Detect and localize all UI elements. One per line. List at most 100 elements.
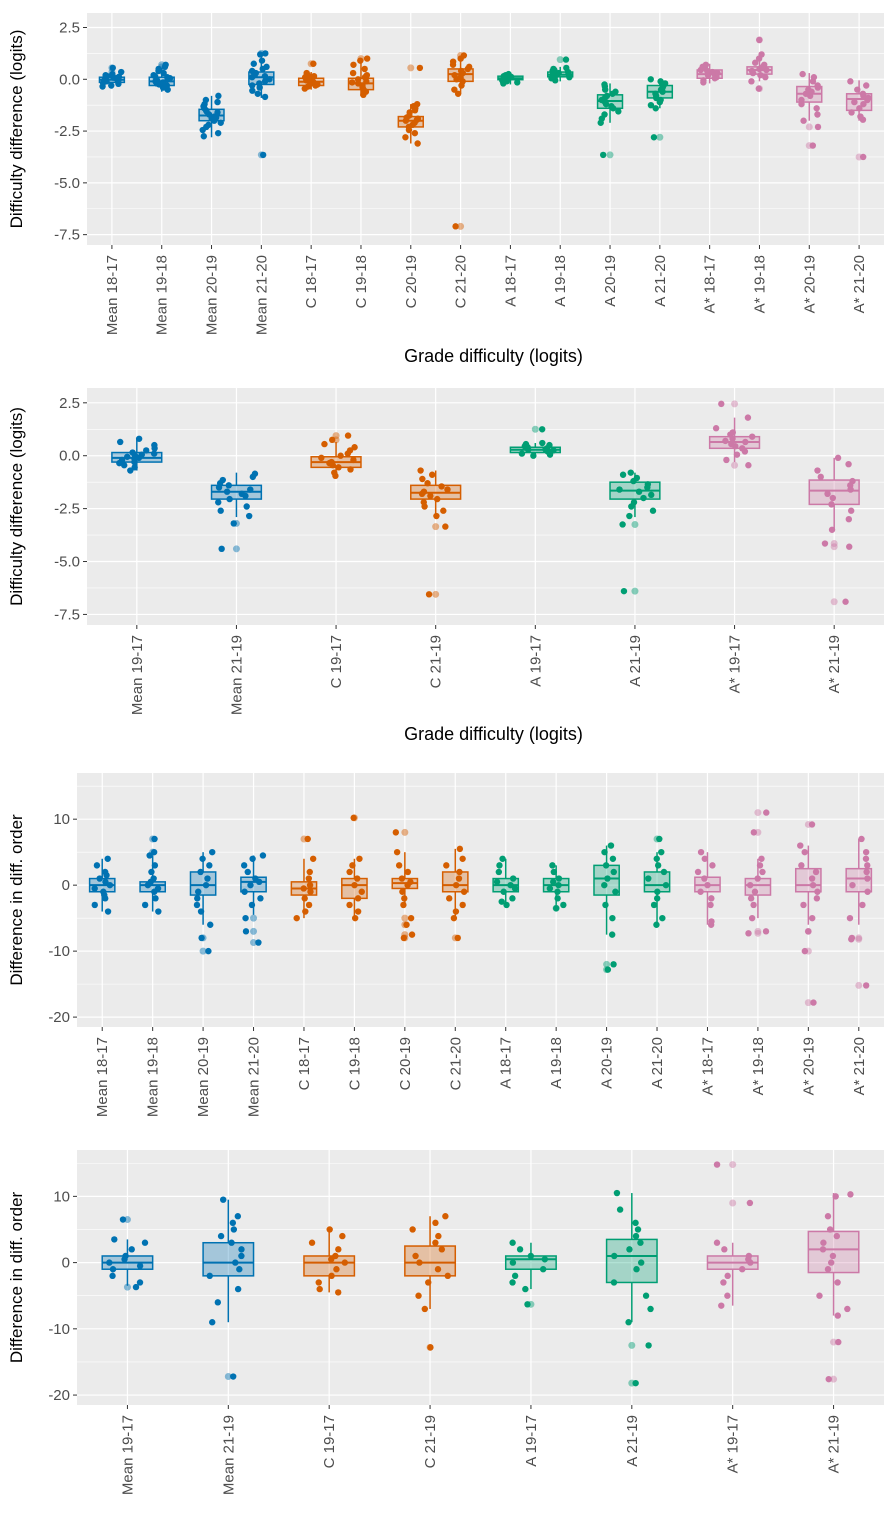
data-point [102,71,109,79]
outlier-point [855,981,863,989]
data-point [321,440,328,448]
x-tick-label: C 20-19 [397,1037,414,1090]
box-astar-19-17 [708,400,761,469]
data-point [859,901,866,909]
data-point [412,1252,419,1260]
box-a-19-18 [547,56,574,84]
chart-panel-4: 10 0 -10 -20 Difference in diff. order Mean 1… [7,1150,884,1495]
data-point [263,63,270,71]
box-mean-20-19 [189,848,217,955]
data-point [331,469,338,476]
y-tick-label: -7.5 [54,606,80,623]
data-point [645,875,652,882]
data-point [223,488,231,495]
data-point [249,855,256,862]
data-point [247,881,254,889]
data-point [151,862,159,869]
data-point [328,436,336,444]
data-point [718,1302,725,1309]
data-point [635,488,643,495]
x-tick-label: A 21-20 [652,255,669,307]
data-point [757,71,764,79]
x-tick-label: Mean 19-17 [129,635,146,715]
data-point [152,895,159,902]
data-point [554,895,561,902]
y-tick-label: 0 [62,1255,70,1272]
outlier-point [457,222,465,230]
outlier-point [407,64,415,72]
data-point [821,540,829,547]
data-point [750,829,758,836]
data-point [100,888,107,895]
data-point [498,898,505,905]
outlier-point [401,828,409,836]
data-point [248,901,256,909]
data-point [452,223,459,230]
data-point [202,881,210,889]
data-point [616,486,623,493]
box-a-19-17 [504,1239,557,1308]
data-point [604,966,612,973]
box-astar-20-19 [796,70,823,150]
data-point [135,435,143,442]
data-point [328,1272,335,1280]
data-point [310,60,317,67]
outlier-point [401,931,409,939]
data-point [708,918,715,925]
data-point [514,79,521,86]
chart-panel-1: 2.5 0.0 -2.5 -5.0 -7.5 Difficulty difference … [7,13,884,366]
data-point [834,1312,841,1319]
data-point [509,1279,516,1286]
data-point [425,591,433,598]
data-point [409,1226,416,1233]
data-point [522,440,530,448]
y-axis-title: Difficulty difference (logits) [7,30,26,229]
data-point [749,433,756,440]
data-point [424,480,431,487]
data-point [745,1252,753,1260]
data-point [798,96,805,104]
data-point [150,875,157,882]
x-tick-label: A* 18-17 [699,1037,716,1095]
data-point [309,855,317,862]
data-point [647,101,655,109]
x-tick-label: C 19-18 [346,1037,363,1090]
data-point [434,1266,442,1273]
data-point [642,1292,650,1299]
data-point [351,914,359,922]
box-astar-21-19 [808,454,860,606]
data-point [111,1236,118,1243]
data-point [846,914,854,922]
data-point [124,453,131,460]
data-point [800,901,807,909]
data-point [326,1226,333,1233]
box-mean-18-17 [98,64,126,90]
data-point [549,862,556,869]
data-point [554,888,561,895]
data-point [848,109,855,116]
data-point [599,151,607,159]
data-point [427,492,434,500]
data-point [206,862,213,869]
x-tick-label: C 20-19 [403,255,420,308]
outlier-point [729,1161,737,1169]
x-tick-label: C 21-20 [453,255,470,308]
data-point [304,835,311,843]
data-point [728,440,735,448]
data-point [363,55,371,62]
outlier-point [729,1199,737,1207]
data-point [293,914,300,922]
data-point [610,961,617,968]
data-point [550,447,557,454]
data-point [650,134,658,141]
data-point [230,520,237,527]
data-point [413,100,421,108]
data-point [863,82,870,89]
data-point [615,108,622,115]
data-point [198,934,205,942]
box-a-21-19 [609,469,661,595]
x-tick-label: C 18-17 [303,255,320,308]
data-point [259,151,267,159]
data-point [257,51,264,58]
data-point [446,895,453,902]
